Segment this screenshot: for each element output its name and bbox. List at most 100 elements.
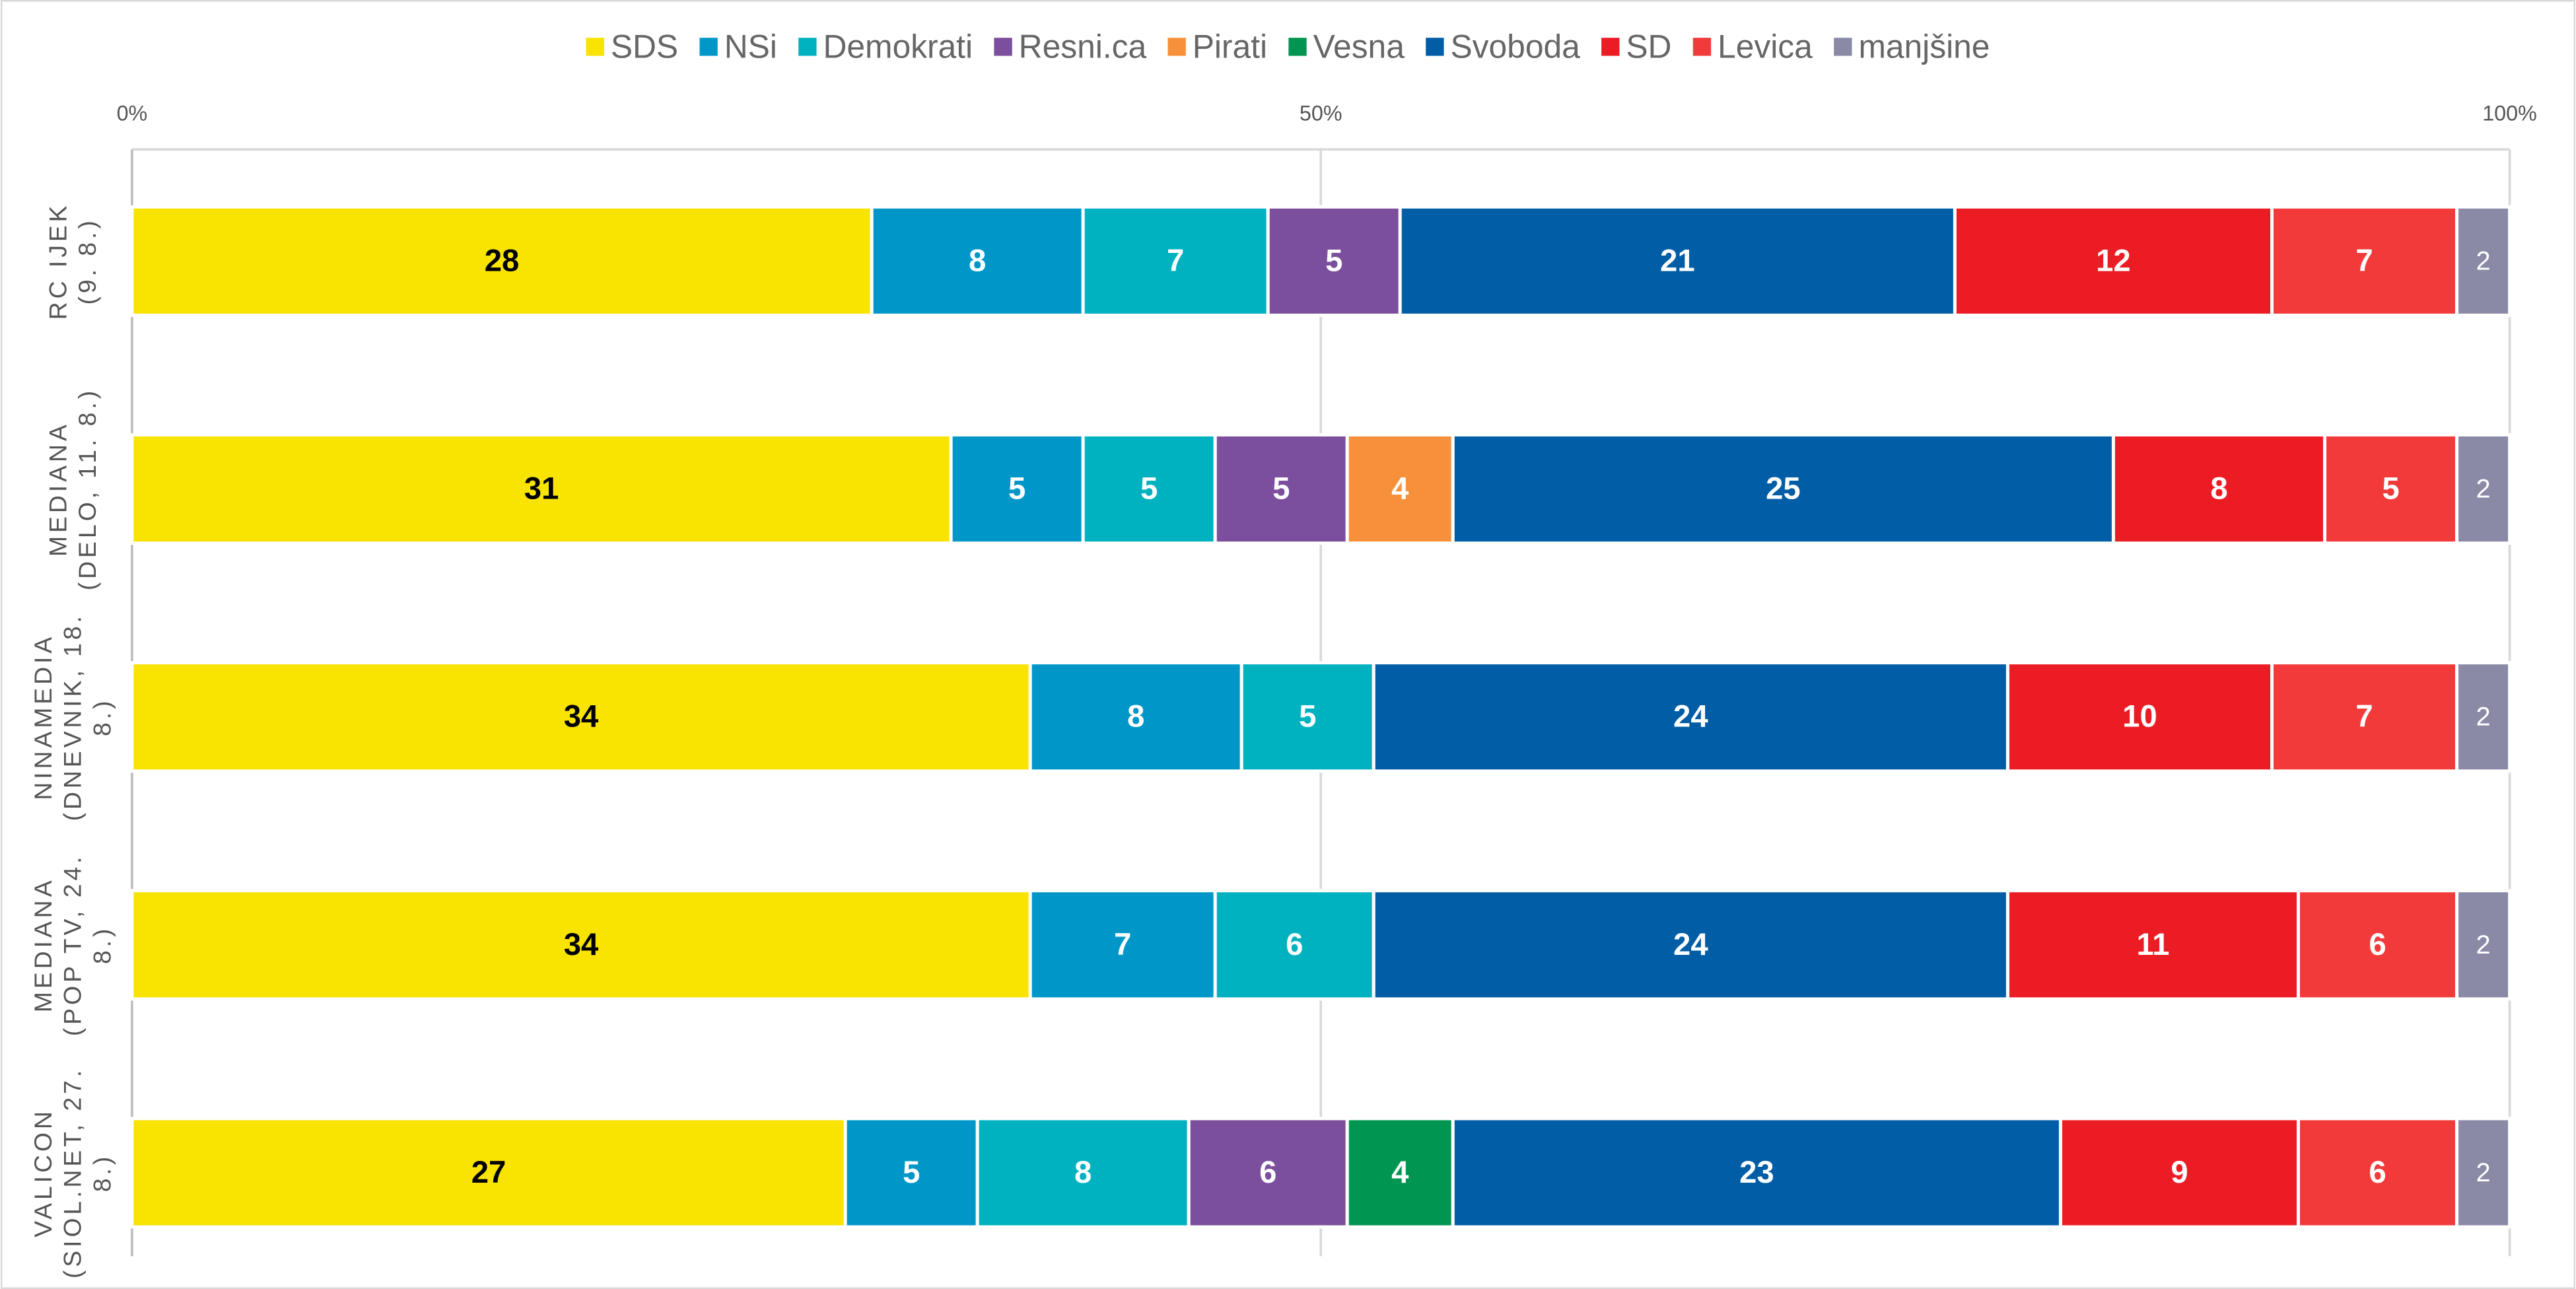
legend-item: Resni.ca bbox=[994, 28, 1146, 65]
value-label: 23 bbox=[1739, 1155, 1774, 1190]
value-label: 4 bbox=[1391, 471, 1409, 506]
legend-item: Levica bbox=[1692, 28, 1813, 65]
value-label: 7 bbox=[2355, 243, 2373, 278]
value-label: 8 bbox=[1127, 699, 1144, 734]
legend-item: SDS bbox=[586, 28, 678, 65]
bar-segment bbox=[1028, 661, 1243, 773]
bar-segment bbox=[1953, 205, 2274, 317]
bar-segment bbox=[130, 205, 874, 317]
bar-segment bbox=[1398, 205, 1957, 317]
category-label: 8.) bbox=[88, 697, 116, 736]
category-label: MEDIANA bbox=[44, 421, 71, 557]
value-label: 6 bbox=[2369, 927, 2386, 962]
value-label: 24 bbox=[1673, 927, 1708, 962]
legend-swatch bbox=[1426, 38, 1444, 56]
value-label: 4 bbox=[1391, 1155, 1409, 1190]
value-label: 10 bbox=[2122, 699, 2157, 734]
value-label: 6 bbox=[1286, 927, 1303, 962]
legend-item: NSi bbox=[699, 28, 777, 65]
bar-segment bbox=[2455, 205, 2512, 317]
category-label: (DNEVNIK, 18. bbox=[59, 613, 87, 821]
legend-swatch bbox=[1167, 38, 1186, 56]
bar-segment bbox=[1345, 433, 1455, 545]
value-label: 5 bbox=[2382, 471, 2399, 506]
legend-item: Svoboda bbox=[1426, 28, 1580, 65]
legend-item: Pirati bbox=[1167, 28, 1267, 65]
category-label: VALICON bbox=[29, 1108, 57, 1237]
legend-swatch bbox=[1288, 38, 1307, 56]
category-label: NINAMEDIA bbox=[29, 634, 57, 800]
legend-item: manjšine bbox=[1834, 28, 1990, 65]
legend-label: Vesna bbox=[1313, 28, 1405, 65]
x-tick-label: 100% bbox=[2482, 102, 2537, 125]
bar-segment bbox=[130, 889, 1032, 1001]
x-tick-label: 50% bbox=[1300, 102, 1342, 125]
value-label: 8 bbox=[2210, 471, 2227, 506]
category-label: (DELO, 11. 8.) bbox=[73, 388, 101, 590]
bar-segment bbox=[2297, 889, 2459, 1001]
value-label: 2 bbox=[2476, 246, 2490, 275]
value-label: 5 bbox=[1325, 243, 1342, 278]
bar-segment bbox=[130, 661, 1032, 773]
bar-segment bbox=[870, 205, 1085, 317]
legend-label: SDS bbox=[611, 28, 678, 65]
value-label: 5 bbox=[1140, 471, 1158, 506]
bar-segment bbox=[1451, 433, 2115, 545]
bar-segment bbox=[2058, 1117, 2300, 1229]
legend-label: Levica bbox=[1718, 28, 1813, 65]
bar-segment bbox=[975, 1117, 1191, 1229]
value-label: 5 bbox=[1272, 471, 1290, 506]
legend-label: Demokrati bbox=[823, 28, 973, 65]
bar-segment bbox=[1266, 205, 1402, 317]
legend-item: SD bbox=[1601, 28, 1671, 65]
value-label: 34 bbox=[564, 927, 599, 962]
bar-segment bbox=[2455, 1117, 2512, 1229]
value-label: 28 bbox=[485, 243, 520, 278]
value-label: 31 bbox=[524, 471, 559, 506]
value-label: 21 bbox=[1660, 243, 1695, 278]
bar-segment bbox=[1081, 205, 1270, 317]
legend-swatch bbox=[699, 38, 718, 56]
category-label: 8.) bbox=[88, 926, 116, 964]
bar-segment bbox=[949, 433, 1085, 545]
bar-segment bbox=[1451, 1117, 2062, 1229]
bar-segment bbox=[2005, 889, 2300, 1001]
bar-segment bbox=[2455, 661, 2512, 773]
bar-segment bbox=[2005, 661, 2274, 773]
legend-label: SD bbox=[1626, 28, 1671, 65]
value-label: 5 bbox=[1008, 471, 1026, 506]
value-label: 5 bbox=[903, 1155, 920, 1190]
bar-segment bbox=[1239, 661, 1375, 773]
legend-swatch bbox=[1601, 38, 1620, 56]
category-label: RC IJEK bbox=[44, 202, 71, 320]
value-label: 11 bbox=[2136, 927, 2169, 962]
legend-item: Vesna bbox=[1288, 28, 1405, 65]
value-label: 7 bbox=[2355, 699, 2373, 734]
bar-segment bbox=[2297, 1117, 2459, 1229]
value-label: 8 bbox=[969, 243, 986, 278]
bar-segment bbox=[1345, 1117, 1455, 1229]
x-tick-label: 0% bbox=[117, 102, 148, 125]
bar-segment bbox=[2455, 433, 2512, 545]
value-label: 8 bbox=[1074, 1155, 1092, 1190]
value-label: 2 bbox=[2476, 703, 2490, 732]
legend-label: manjšine bbox=[1858, 28, 1990, 65]
value-label: 12 bbox=[2096, 243, 2131, 278]
legend-swatch bbox=[798, 38, 817, 56]
bar-segment bbox=[1372, 661, 2009, 773]
legend-swatch bbox=[586, 38, 604, 56]
legend-label: Resni.ca bbox=[1019, 28, 1147, 65]
value-label: 27 bbox=[471, 1155, 506, 1190]
bar-segment bbox=[130, 1117, 847, 1229]
value-label: 7 bbox=[1114, 927, 1131, 962]
category-label: (POP TV, 24. bbox=[59, 854, 87, 1037]
bar-segment bbox=[1187, 1117, 1349, 1229]
value-label: 25 bbox=[1766, 471, 1801, 506]
legend-swatch bbox=[994, 38, 1012, 56]
value-label: 2 bbox=[2476, 1158, 2490, 1187]
category-label: 8.) bbox=[88, 1154, 116, 1192]
value-label: 6 bbox=[1259, 1155, 1276, 1190]
value-label: 7 bbox=[1167, 243, 1184, 278]
